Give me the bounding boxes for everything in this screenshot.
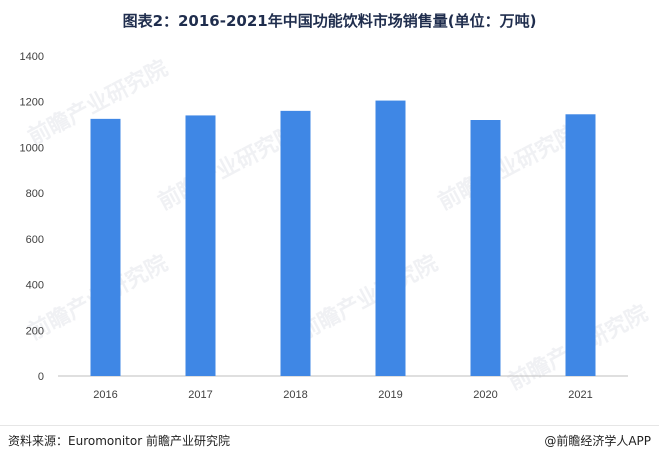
bar-2018 <box>280 110 311 376</box>
y-tick-label: 1000 <box>20 142 44 154</box>
x-tick-label: 2016 <box>93 389 117 401</box>
y-tick-label: 1400 <box>20 51 44 63</box>
x-tick-label: 2019 <box>378 389 402 401</box>
bar-2017 <box>185 115 216 376</box>
bar-2020 <box>470 120 501 376</box>
source-note: 资料来源：Euromonitor 前瞻产业研究院 <box>8 434 230 448</box>
x-tick-label: 2021 <box>568 389 592 401</box>
y-tick-label: 600 <box>26 234 44 246</box>
chart-title: 图表2：2016-2021年中国功能饮料市场销售量(单位：万吨) <box>122 12 537 30</box>
y-tick-label: 800 <box>26 188 44 200</box>
x-tick-label: 2018 <box>283 389 307 401</box>
x-tick-label: 2017 <box>188 389 212 401</box>
footer-divider <box>0 425 659 426</box>
y-tick-label: 400 <box>26 280 44 292</box>
bar-2021 <box>565 114 596 377</box>
bar-2016 <box>90 118 121 376</box>
bar-2019 <box>375 100 406 377</box>
credit-note: @前瞻经济学人APP <box>544 434 651 448</box>
x-tick-label: 2020 <box>473 389 497 401</box>
y-tick-label: 0 <box>38 371 44 383</box>
y-tick-label: 200 <box>26 325 44 337</box>
bar-chart: 0 200 400 600 800 1000 1200 1400 2016 2017 2018 201… <box>20 51 628 401</box>
y-tick-label: 1200 <box>20 97 44 109</box>
